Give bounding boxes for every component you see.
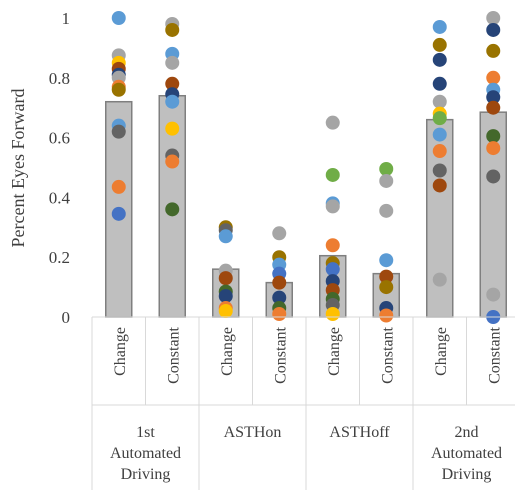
data-point — [432, 37, 447, 52]
data-point — [165, 55, 180, 70]
data-point — [325, 238, 340, 253]
group-label: Driving — [121, 466, 171, 483]
data-point — [379, 280, 394, 295]
y-tick-labels: 0 0.2 0.4 0.6 0.8 1 — [49, 9, 71, 327]
data-point — [218, 289, 233, 304]
category-label: Constant — [379, 326, 396, 383]
category-axis: Change Constant Change Constant Change Consta… — [91, 316, 515, 490]
data-point — [486, 287, 501, 302]
data-points — [111, 11, 501, 324]
category-label: Change — [112, 327, 129, 376]
group-label: 1st — [136, 424, 155, 441]
group-label: Automated — [110, 445, 181, 462]
data-point — [325, 262, 340, 277]
data-point — [111, 206, 126, 221]
data-point — [432, 163, 447, 178]
category-label: Change — [326, 327, 343, 376]
data-point — [432, 52, 447, 67]
data-point — [486, 90, 501, 105]
data-point — [272, 290, 287, 305]
data-point — [486, 100, 501, 115]
data-point — [218, 271, 233, 286]
data-point — [432, 272, 447, 287]
data-point — [486, 141, 501, 156]
data-point — [379, 203, 394, 218]
y-tick-label: 1 — [62, 9, 71, 28]
data-point — [432, 144, 447, 159]
data-point — [379, 269, 394, 284]
category-label: Constant — [165, 326, 182, 383]
data-point — [272, 226, 287, 241]
data-point — [325, 115, 340, 130]
category-label: Change — [433, 327, 450, 376]
data-point — [165, 76, 180, 91]
group-label: 2nd — [455, 424, 479, 441]
data-point — [272, 275, 287, 290]
data-point — [111, 124, 126, 139]
category-label: Constant — [272, 326, 289, 383]
data-point — [218, 229, 233, 244]
data-point — [379, 161, 394, 176]
y-tick-label: 0.2 — [49, 248, 70, 267]
data-point — [486, 11, 501, 25]
group-label: ASTHon — [224, 424, 282, 441]
data-point — [165, 22, 180, 37]
data-point — [432, 76, 447, 91]
data-point — [165, 202, 180, 217]
group-label: Automated — [431, 445, 502, 462]
data-point — [165, 154, 180, 169]
data-point — [486, 169, 501, 184]
data-point — [379, 253, 394, 268]
data-point — [325, 307, 340, 322]
data-point — [432, 127, 447, 142]
y-tick-label: 0.6 — [49, 129, 70, 148]
data-point — [165, 94, 180, 109]
data-point — [432, 94, 447, 109]
category-label: Constant — [486, 326, 503, 383]
y-tick-label: 0.8 — [49, 69, 70, 88]
data-point — [218, 304, 233, 319]
data-point — [111, 179, 126, 194]
group-label: Driving — [442, 466, 492, 483]
data-point — [486, 129, 501, 144]
y-tick-label: 0.4 — [49, 188, 71, 207]
category-label: Change — [219, 327, 236, 376]
data-point — [325, 167, 340, 182]
y-axis-title: Percent Eyes Forward — [8, 89, 28, 248]
data-point — [486, 22, 501, 37]
group-label: ASTHoff — [329, 424, 390, 441]
data-point — [379, 173, 394, 188]
y-tick-label: 0 — [62, 308, 71, 327]
data-point — [432, 111, 447, 126]
data-point — [325, 199, 340, 214]
data-point — [111, 82, 126, 97]
data-point — [486, 43, 501, 58]
data-point — [272, 307, 287, 322]
data-point — [379, 308, 394, 323]
data-point — [486, 70, 501, 85]
data-point — [432, 178, 447, 193]
data-point — [111, 11, 126, 25]
data-point — [165, 121, 180, 136]
data-point — [432, 19, 447, 34]
